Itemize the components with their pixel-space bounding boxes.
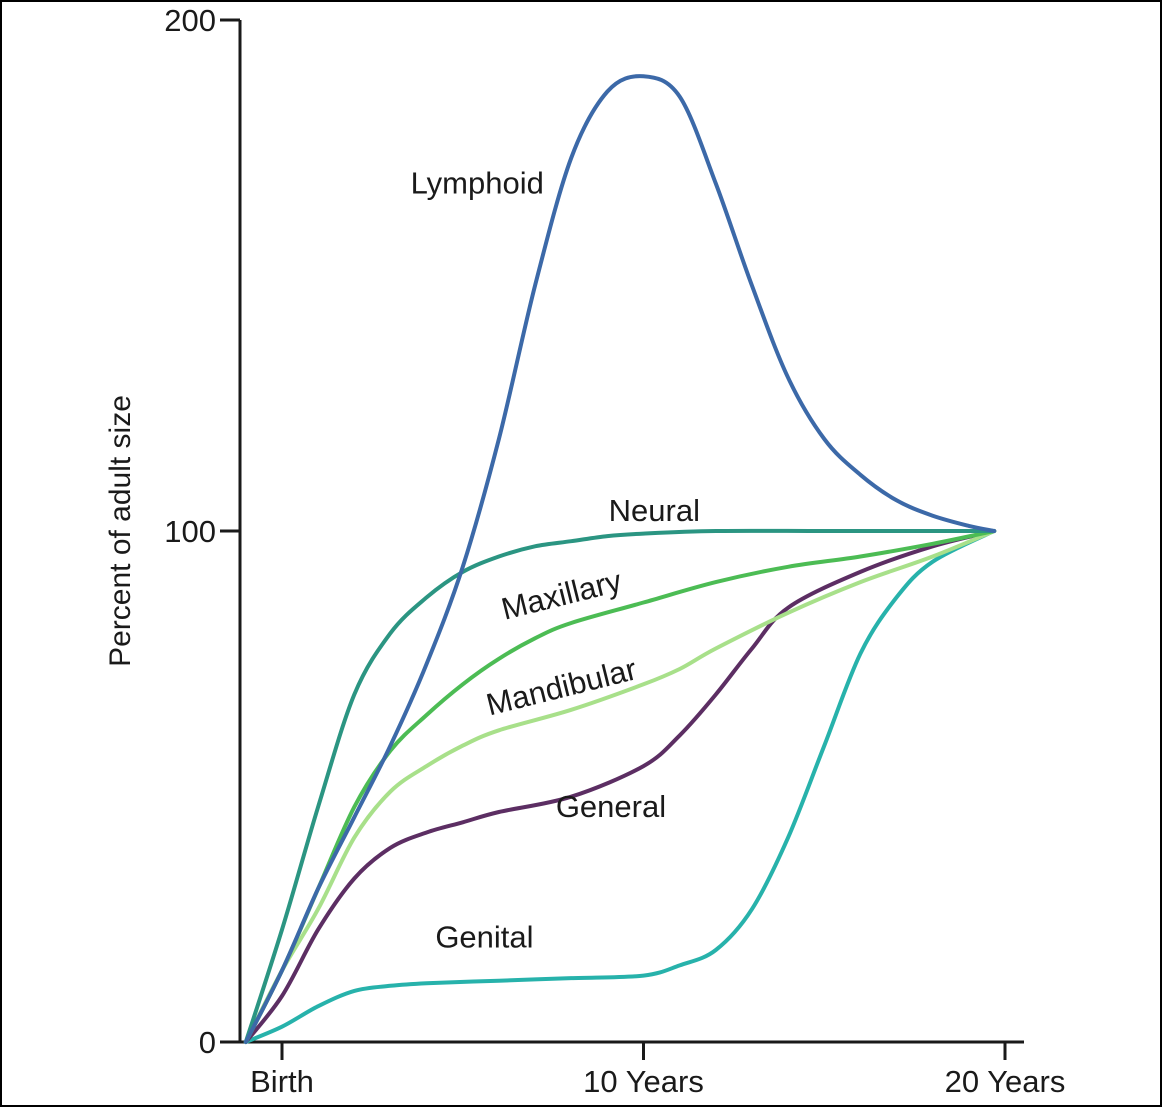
y-tick-label: 100 — [164, 514, 216, 549]
series-line-maxillary — [243, 529, 997, 1044]
y-tick-label: 0 — [199, 1025, 216, 1060]
curve-label-lymphoid: Lymphoid — [411, 166, 544, 201]
curve-label-neural: Neural — [609, 493, 700, 528]
axes: 0 100 200 Birth 10 Years 20 Years — [164, 3, 1065, 1099]
series-line-genital — [243, 529, 997, 1044]
series-line-neural — [243, 528, 997, 1044]
curve-label-genital: Genital — [435, 919, 533, 954]
y-axis-title: Percent of adult size — [104, 395, 137, 667]
y-tick-label: 200 — [164, 3, 216, 38]
series-line-general — [243, 529, 997, 1044]
curves — [243, 74, 997, 1044]
curve-label-maxillary: Maxillary — [498, 563, 626, 627]
curve-labels: LymphoidNeuralMaxillaryMandibularGeneral… — [411, 166, 700, 955]
x-tick-label: 10 Years — [583, 1064, 704, 1099]
x-tick-label: Birth — [250, 1064, 314, 1099]
curve-label-general: General — [556, 789, 666, 824]
series-line-mandibular — [243, 529, 997, 1044]
x-tick-label: 20 Years — [945, 1064, 1066, 1099]
series-line-lymphoid — [243, 74, 997, 1044]
